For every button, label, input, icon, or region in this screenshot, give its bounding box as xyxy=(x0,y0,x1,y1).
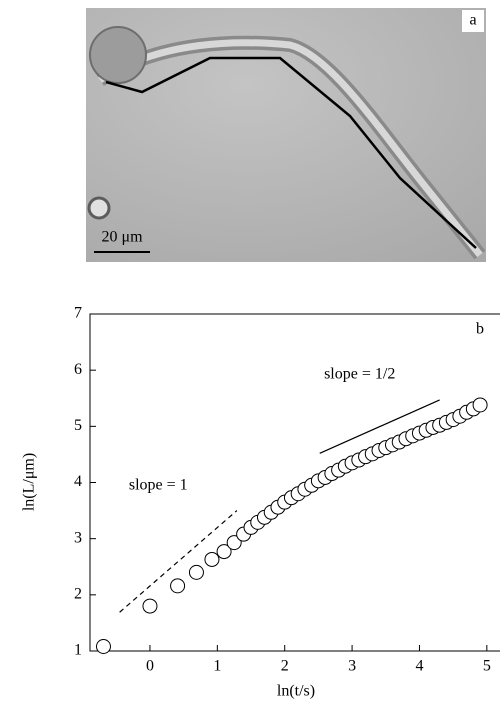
reference-line xyxy=(119,510,238,613)
data-point xyxy=(188,564,204,580)
x-tick-label: 2 xyxy=(281,658,289,675)
data-point xyxy=(472,397,488,413)
y-tick-label: 1 xyxy=(74,642,82,659)
hypha-core xyxy=(98,39,483,258)
x-tick-label: 5 xyxy=(483,658,491,675)
x-tick-label: 1 xyxy=(213,658,221,675)
y-tick-label: 6 xyxy=(74,361,82,378)
data-point xyxy=(142,598,158,614)
x-tick-label: 4 xyxy=(415,658,423,675)
micrograph: a 20 μm xyxy=(86,8,486,262)
y-tick-label: 4 xyxy=(74,473,82,490)
scale-bar-label: 20 μm xyxy=(101,229,143,246)
particle xyxy=(87,196,111,220)
data-point xyxy=(226,535,242,551)
reference-label: slope = 1 xyxy=(129,476,188,493)
x-axis-label: ln(t/s) xyxy=(277,683,315,700)
data-point xyxy=(95,639,111,655)
data-point xyxy=(216,544,232,560)
data-point xyxy=(170,578,186,594)
y-tick-label: 5 xyxy=(74,417,82,434)
y-tick-label: 2 xyxy=(74,586,82,603)
y-axis-label: ln(L/μm) xyxy=(21,453,38,511)
reference-label: slope = 1/2 xyxy=(324,366,395,383)
x-tick-label: 3 xyxy=(348,658,356,675)
panel-label: a xyxy=(469,12,476,29)
x-tick-label: 0 xyxy=(146,658,154,675)
y-tick-label: 7 xyxy=(74,305,82,322)
trace xyxy=(105,56,477,249)
label-box xyxy=(462,10,484,32)
reference-line xyxy=(319,399,440,454)
cell-cluster xyxy=(89,26,147,84)
data-point xyxy=(204,551,220,567)
panel-label: b xyxy=(476,321,484,338)
y-tick-label: 3 xyxy=(74,529,82,546)
